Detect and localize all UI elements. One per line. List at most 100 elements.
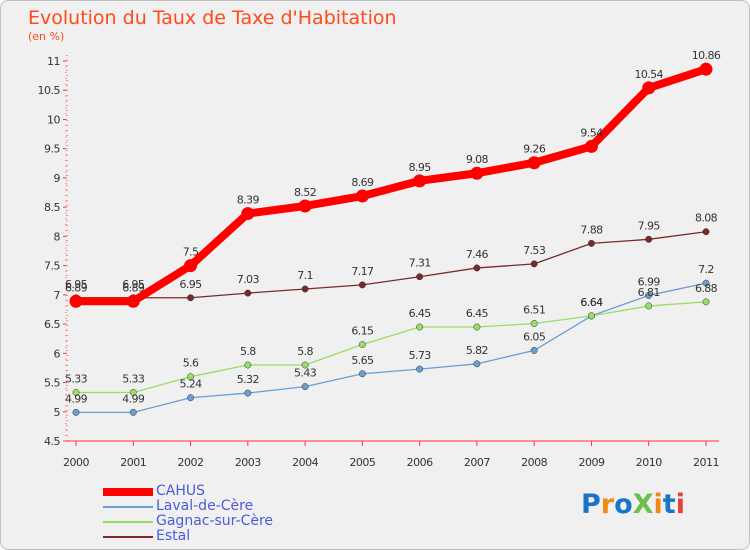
data-label: 6.51	[523, 303, 545, 316]
data-label: 6.05	[523, 330, 546, 343]
data-label: 7.17	[351, 265, 374, 278]
data-point	[588, 312, 595, 320]
data-point	[129, 389, 137, 396]
data-label: 8.69	[351, 176, 374, 189]
data-point	[244, 289, 252, 297]
data-label: 5.33	[122, 372, 145, 385]
legend-swatch	[103, 521, 153, 523]
x-tick-label: 2003	[235, 456, 261, 469]
data-point	[530, 346, 538, 354]
legend: CAHUS Laval-de-Cère Gagnac-sur-Cère Estal	[103, 484, 343, 544]
data-point	[416, 273, 424, 281]
legend-item: CAHUS	[103, 484, 343, 499]
data-label: 7.46	[466, 248, 489, 261]
data-point	[699, 62, 713, 76]
y-tick-label: 8	[54, 230, 61, 243]
data-point	[645, 291, 653, 299]
data-label: 6.99	[638, 275, 661, 288]
data-point	[301, 285, 309, 293]
data-point	[187, 394, 194, 402]
legend-item: Laval-de-Cère	[103, 499, 343, 514]
data-label: 6.95	[65, 278, 88, 291]
data-point	[126, 294, 140, 308]
data-point	[358, 370, 366, 378]
data-label: 7.03	[237, 273, 260, 286]
data-point	[473, 360, 481, 368]
legend-swatch	[103, 536, 153, 538]
data-label: 10.54	[634, 68, 663, 81]
data-label: 5.24	[179, 378, 202, 391]
x-tick-label: 2005	[349, 456, 375, 469]
data-point	[702, 298, 710, 306]
x-tick-label: 2007	[464, 456, 490, 469]
x-tick-label: 2001	[120, 456, 146, 469]
data-label: 6.45	[409, 307, 432, 320]
data-point	[584, 139, 598, 153]
series-line-estal	[75, 231, 707, 299]
legend-label: Laval-de-Cère	[156, 498, 254, 514]
data-label: 9.26	[523, 143, 546, 156]
data-point	[241, 207, 255, 221]
series-line-gagnac-sur-c-re	[75, 301, 707, 394]
data-label: 6.45	[466, 307, 489, 320]
data-point	[473, 264, 481, 272]
data-label: 4.99	[65, 392, 88, 405]
data-point	[301, 383, 309, 391]
data-label: 7.95	[638, 219, 661, 232]
y-tick-label: 8.5	[44, 201, 60, 214]
data-label: 5.32	[237, 373, 259, 386]
data-point	[358, 281, 366, 289]
series-line-cahus	[72, 65, 710, 306]
data-label: 5.43	[294, 367, 317, 380]
data-point	[645, 235, 653, 243]
data-point	[69, 294, 83, 308]
legend-label: Estal	[156, 528, 191, 544]
data-label: 5.6	[183, 357, 199, 370]
legend-item: Gagnac-sur-Cère	[103, 514, 343, 529]
y-tick-label: 4.5	[44, 435, 60, 448]
data-label: 7.88	[580, 223, 603, 236]
x-tick-label: 2002	[178, 456, 204, 469]
chart-title: Evolution du Taux de Taxe d'Habitation	[28, 7, 397, 29]
data-label: 7.1	[297, 269, 313, 282]
legend-label: Gagnac-sur-Cère	[156, 513, 274, 529]
legend-swatch	[103, 506, 153, 508]
data-point	[298, 199, 312, 213]
series-line-laval-de-c-re	[75, 282, 707, 414]
data-label: 6.81	[638, 286, 660, 299]
data-label: 5.65	[351, 354, 374, 367]
data-point	[187, 373, 194, 381]
data-point	[355, 189, 369, 203]
data-point	[358, 341, 366, 348]
y-tick-label: 10	[47, 113, 60, 126]
data-label: 6.95	[179, 278, 202, 291]
y-tick-label: 11	[47, 55, 60, 68]
data-point	[702, 228, 710, 236]
legend-swatch	[103, 488, 153, 496]
data-point	[470, 166, 484, 180]
data-label: 6.95	[122, 278, 145, 291]
data-label: 5.73	[409, 349, 432, 362]
y-tick-label: 6.5	[44, 318, 60, 331]
data-label: 7.2	[698, 263, 714, 276]
y-tick-label: 6	[54, 347, 61, 360]
data-label: 6.64	[580, 296, 603, 309]
data-label: 8.95	[409, 161, 432, 174]
legend-label: CAHUS	[156, 483, 206, 499]
y-tick-label: 9.5	[44, 143, 60, 156]
data-label: 10.86	[692, 49, 721, 62]
data-label: 8.52	[294, 186, 316, 199]
data-point	[530, 260, 538, 268]
data-point	[301, 361, 309, 369]
y-tick-label: 10.5	[38, 84, 61, 97]
data-point	[416, 365, 424, 373]
data-point	[416, 323, 424, 331]
data-label: 7.53	[523, 244, 546, 257]
y-tick-label: 5.5	[44, 377, 60, 390]
legend-item: Estal	[103, 529, 343, 544]
data-point	[642, 81, 656, 95]
x-tick-label: 2010	[636, 456, 662, 469]
data-label: 4.99	[122, 392, 145, 405]
y-tick-label: 7.5	[44, 260, 60, 273]
